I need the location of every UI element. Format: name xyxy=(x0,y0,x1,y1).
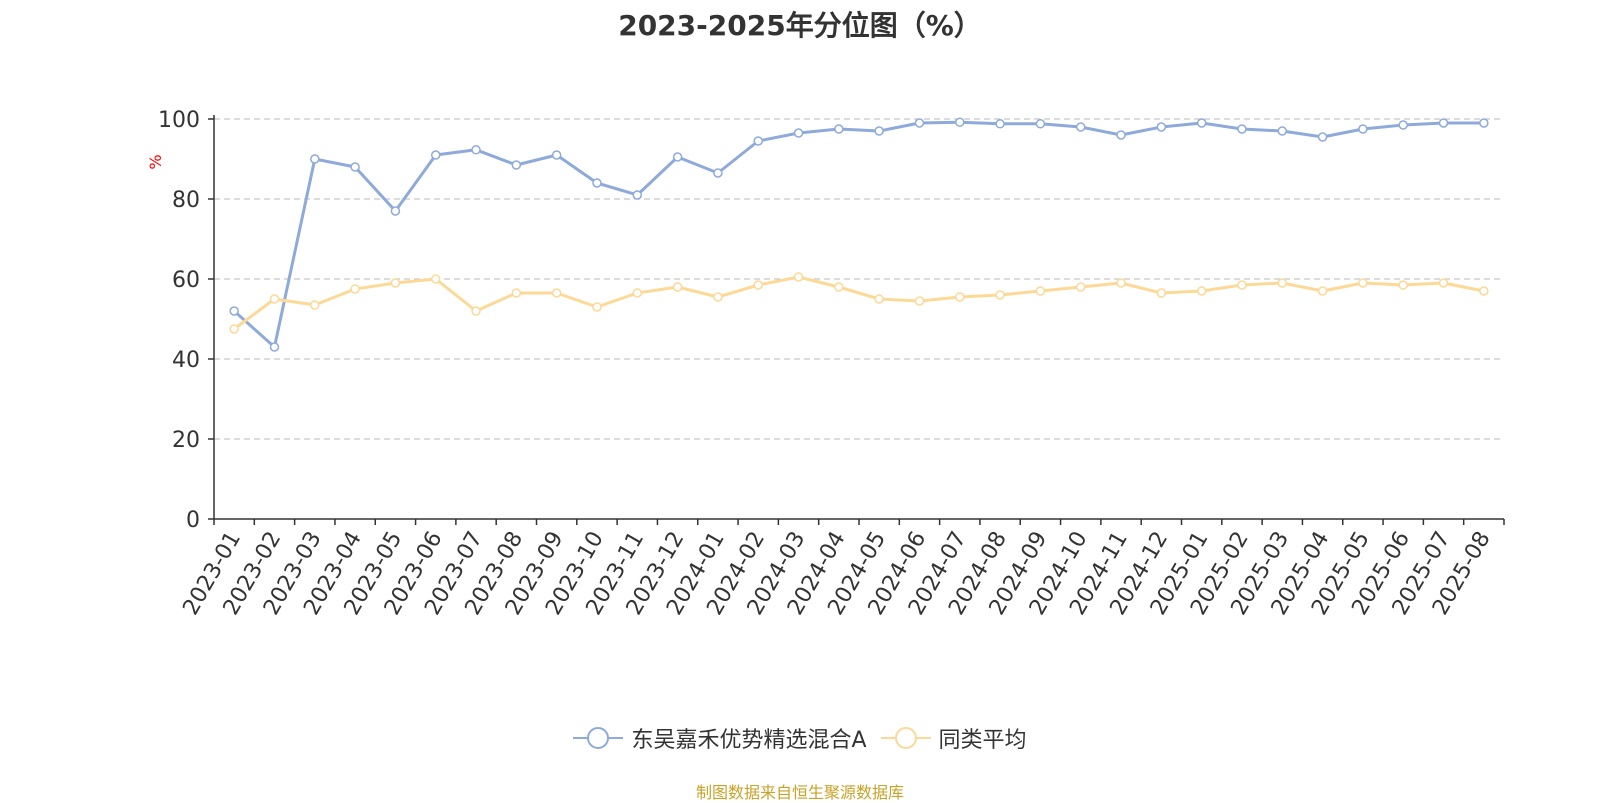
series-2-point xyxy=(430,274,441,284)
y-axis-title: % xyxy=(146,154,165,169)
series-2-point xyxy=(551,288,562,298)
series-1-point xyxy=(1116,130,1126,140)
series-1-point xyxy=(632,190,643,200)
legend-label-series-1: 东吴嘉禾优势精选混合A xyxy=(631,728,867,753)
series-2-point xyxy=(632,288,643,298)
grid-lines xyxy=(214,118,1504,440)
legend-label-series-2: 同类平均 xyxy=(938,728,1027,753)
axes: 0204060801002023-012023-022023-032023-04… xyxy=(158,108,1505,619)
series-1-point xyxy=(753,136,763,146)
series-layer xyxy=(229,117,1489,352)
series-1-point xyxy=(269,342,280,352)
series-1-point xyxy=(914,118,925,128)
series-1-point xyxy=(713,168,723,178)
series-1-point xyxy=(1479,118,1489,128)
series-1-point xyxy=(1398,120,1408,130)
series-1-point xyxy=(793,128,804,138)
series-2-point xyxy=(713,292,723,302)
series-2-point xyxy=(834,282,844,292)
series-2-point xyxy=(229,324,239,334)
legend-item-series-1[interactable]: 东吴嘉禾优势精选混合A xyxy=(573,722,867,754)
legend-item-series-2[interactable]: 同类平均 xyxy=(880,722,1027,754)
series-2-point xyxy=(914,296,925,306)
series-2-point xyxy=(310,300,320,310)
series-1-point xyxy=(1237,124,1247,134)
series-2-point xyxy=(1438,278,1449,288)
series-1-point xyxy=(995,119,1005,129)
series-2-point xyxy=(1277,278,1288,288)
legend: 东吴嘉禾优势精选混合A 同类平均 xyxy=(0,722,1600,754)
series-1-point xyxy=(229,306,239,316)
series-2-point xyxy=(471,306,481,316)
series-2-point xyxy=(874,294,884,304)
series-2-point xyxy=(753,280,763,290)
series-1-point xyxy=(874,126,884,136)
series-2-point xyxy=(1479,286,1489,296)
series-1-point xyxy=(955,117,965,127)
series-1-point xyxy=(390,206,401,216)
series-2-point xyxy=(1196,286,1207,296)
y-tick-label: 80 xyxy=(172,188,200,213)
legend-line-circle-icon xyxy=(880,727,931,749)
series-2-point xyxy=(390,278,401,288)
series-2-point xyxy=(1398,280,1408,290)
series-1-point xyxy=(1075,122,1086,132)
series-2-point xyxy=(592,302,602,312)
series-2-point xyxy=(793,272,804,282)
series-1-point xyxy=(1317,132,1328,142)
series-2-point xyxy=(1237,280,1247,290)
chart-title: 2023-2025年分位图（%） xyxy=(618,9,982,42)
series-line-2 xyxy=(233,275,1485,331)
series-1-point xyxy=(350,162,360,172)
series-2-point xyxy=(1035,286,1046,296)
y-tick-label: 60 xyxy=(172,268,200,293)
series-1-point xyxy=(1358,124,1368,134)
series-1-point xyxy=(310,154,320,164)
y-tick-label: 40 xyxy=(172,348,200,373)
series-2-point xyxy=(1116,278,1126,288)
series-1-point xyxy=(1196,118,1207,128)
legend-line-circle-icon xyxy=(573,727,624,749)
series-2-point xyxy=(995,290,1005,300)
series-1-point xyxy=(1277,126,1288,136)
series-2-point xyxy=(1358,278,1368,288)
series-2-point xyxy=(1075,282,1086,292)
series-1-point xyxy=(511,160,522,170)
series-2-point xyxy=(1156,288,1167,298)
y-tick-label: 0 xyxy=(186,508,200,533)
series-line-1 xyxy=(233,120,1484,349)
series-2-point xyxy=(1317,286,1328,296)
series-2-point xyxy=(955,292,965,302)
series-1-point xyxy=(1156,122,1167,132)
series-1-point xyxy=(551,150,562,160)
series-1-point xyxy=(1438,118,1449,128)
series-2-point xyxy=(511,288,522,298)
y-tick-label: 20 xyxy=(172,428,200,453)
y-tick-label: 100 xyxy=(158,108,200,133)
series-1-point xyxy=(834,124,844,134)
source-note: 制图数据来自恒生聚源数据库 xyxy=(695,783,904,802)
series-2-point xyxy=(672,282,683,292)
series-1-point xyxy=(1035,119,1046,129)
series-2-point xyxy=(269,294,280,304)
series-1-point xyxy=(672,152,683,162)
series-1-point xyxy=(430,150,441,160)
series-2-point xyxy=(350,284,360,294)
series-1-point xyxy=(592,178,602,188)
series-1-point xyxy=(471,145,481,155)
